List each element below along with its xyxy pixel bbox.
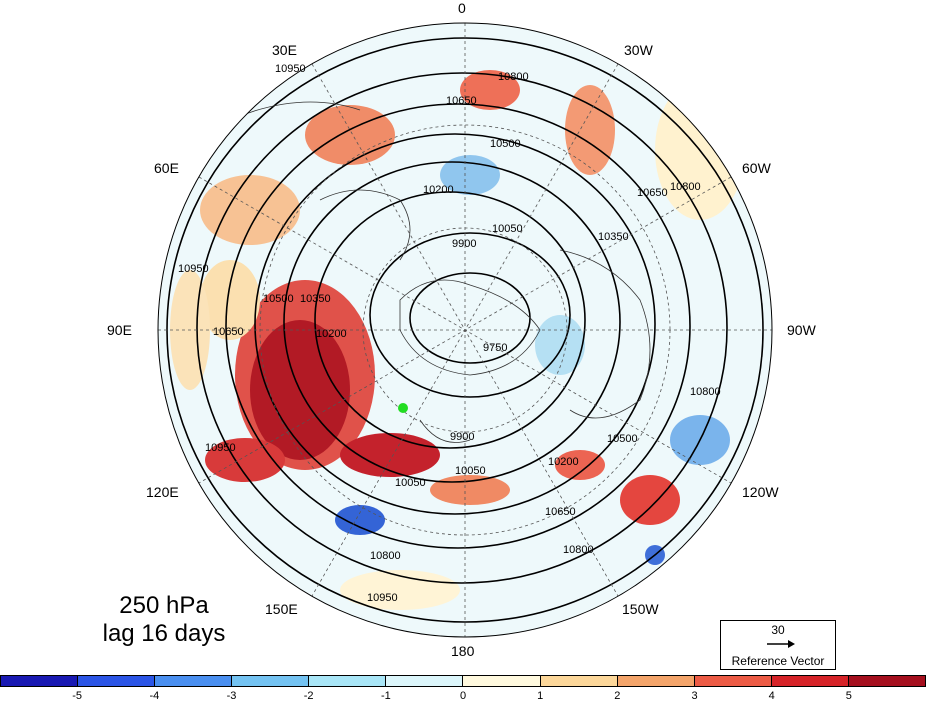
- contour-label: 10950: [178, 263, 209, 275]
- colorbar-swatch: [155, 676, 233, 686]
- contour-label: 10650: [545, 506, 576, 518]
- contour-label: 9900: [452, 238, 476, 250]
- colorbar-tick-label: 0: [459, 690, 467, 702]
- lon-label-90w: 90W: [787, 322, 816, 338]
- colorbar-tick-label: -1: [380, 690, 391, 702]
- reference-vector-value: 30: [771, 623, 785, 637]
- lag-label: lag 16 days: [102, 620, 226, 647]
- contour-label: 10800: [690, 386, 721, 398]
- lon-label-120e: 120E: [146, 484, 179, 500]
- contour-label: 10350: [300, 293, 331, 305]
- contour-label: 10050: [492, 223, 523, 235]
- contour-label: 10650: [637, 187, 668, 199]
- colorbar-tick-label: 5: [845, 690, 852, 702]
- contour-label: 10500: [263, 293, 294, 305]
- colorbar-swatch: [309, 676, 387, 686]
- colorbar: [0, 675, 926, 687]
- colorbar-swatch: [771, 676, 849, 686]
- contour-label: 10650: [446, 95, 477, 107]
- contour-label: 10200: [423, 184, 454, 196]
- contour-label: 10650: [213, 326, 244, 338]
- colorbar-swatch: [386, 676, 464, 686]
- contour-label: 9750: [483, 342, 507, 354]
- contour-label: 10200: [548, 456, 579, 468]
- colorbar-tick-label: 1: [537, 690, 544, 702]
- contour-label: 9900: [450, 431, 474, 443]
- colorbar-swatch: [232, 676, 310, 686]
- location-marker: [398, 403, 408, 413]
- contour-label: 10800: [498, 71, 529, 83]
- contour-label: 10950: [367, 592, 398, 604]
- colorbar-swatch: [848, 676, 925, 686]
- panel-title: 250 hPa lag 16 days: [84, 592, 244, 648]
- contour-label-group: 10950 10800 10650 10500 10350 10200 1005…: [178, 63, 721, 604]
- lon-label-180: 180: [451, 643, 475, 659]
- reference-vector-label: Reference Vector: [731, 654, 825, 668]
- lon-label-0: 0: [458, 0, 466, 16]
- contour-label: 10200: [316, 328, 347, 340]
- lon-label-60w: 60W: [742, 160, 771, 176]
- colorbar-tick-label: -4: [149, 690, 160, 702]
- contour-label: 10350: [598, 231, 629, 243]
- contour-label: 10500: [607, 433, 638, 445]
- contour-label: 10950: [275, 63, 306, 75]
- lon-label-30w: 30W: [624, 42, 653, 58]
- reference-vector-box: 30 Reference Vector: [720, 620, 836, 670]
- colorbar-swatch: [540, 676, 618, 686]
- contour-label: 10800: [370, 550, 401, 562]
- contour-label: 10500: [490, 138, 521, 150]
- contour-label: 10950: [205, 442, 236, 454]
- graticule: [158, 23, 772, 637]
- pressure-level: 250 hPa: [119, 592, 209, 619]
- contour-label: 10050: [455, 465, 486, 477]
- colorbar-swatch: [1, 676, 79, 686]
- lon-label-90e: 90E: [107, 322, 132, 338]
- lon-label-150w: 150W: [622, 601, 659, 617]
- lon-label-60e: 60E: [154, 160, 179, 176]
- contour-label: 10800: [670, 181, 701, 193]
- colorbar-swatch: [694, 676, 772, 686]
- colorbar-swatch: [78, 676, 156, 686]
- colorbar-swatch: [463, 676, 541, 686]
- colorbar-tick-label: 4: [768, 690, 775, 702]
- colorbar-tick-label: -2: [303, 690, 314, 702]
- lon-label-150e: 150E: [265, 601, 298, 617]
- lon-label-30e: 30E: [272, 42, 297, 58]
- lon-label-120w: 120W: [742, 484, 779, 500]
- colorbar-swatch: [617, 676, 695, 686]
- contour-label: 10050: [395, 477, 426, 489]
- arrow-right-icon: [767, 640, 795, 648]
- colorbar-tick-label: 3: [691, 690, 698, 702]
- colorbar-tick-label: -5: [72, 690, 83, 702]
- contour-label: 10800: [563, 544, 594, 556]
- colorbar-tick-label: -3: [226, 690, 237, 702]
- colorbar-tick-label: 2: [614, 690, 621, 702]
